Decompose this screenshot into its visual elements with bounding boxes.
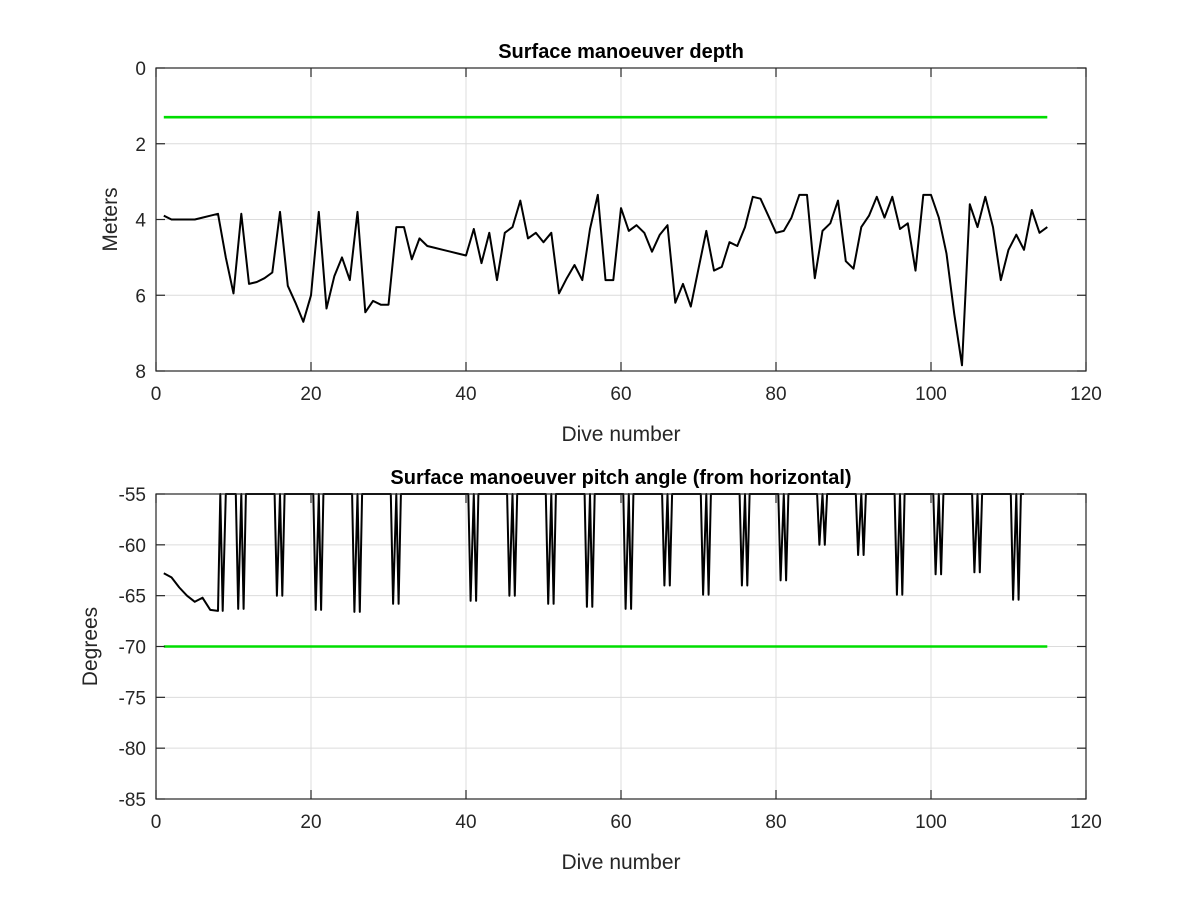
depth-chart-grid xyxy=(156,68,1086,371)
depth-chart-title: Surface manoeuver depth xyxy=(498,41,744,63)
pitch-chart-ticks: 0 20 40 60 80 100 120 -55 -60 -65 -70 -75 -80 -85 xyxy=(119,485,1102,833)
depth-chart-series xyxy=(163,115,1048,367)
pitch-chart-y-tick-label: -70 xyxy=(119,638,146,659)
depth-chart-x-axis-label: Dive number xyxy=(561,423,680,446)
pitch-chart-y-tick-label: -80 xyxy=(119,739,146,760)
pitch-chart-y-tick-label: -85 xyxy=(119,790,146,811)
pitch-chart-y-tick-label: -75 xyxy=(119,688,146,709)
pitch-chart: 0 20 40 60 80 100 120 -55 -60 -65 -70 -75 -80 -85 Sur… xyxy=(79,467,1102,874)
pitch-chart-data-line xyxy=(163,493,1024,613)
pitch-chart-x-axis-label: Dive number xyxy=(561,851,680,874)
depth-chart-x-tick-label: 0 xyxy=(151,384,162,405)
depth-chart-x-tick-label: 80 xyxy=(765,384,786,405)
depth-chart-y-tick-label: 0 xyxy=(135,59,146,80)
pitch-chart-x-tick-label: 100 xyxy=(915,812,947,833)
pitch-chart-series xyxy=(163,493,1048,648)
pitch-chart-x-tick-label: 80 xyxy=(765,812,786,833)
pitch-chart-y-tick-label: -55 xyxy=(119,485,146,506)
pitch-chart-x-tick-label: 0 xyxy=(151,812,162,833)
depth-chart-x-tick-label: 100 xyxy=(915,384,947,405)
pitch-chart-title: Surface manoeuver pitch angle (from hori… xyxy=(390,467,851,489)
depth-chart-ticks: 0 20 40 60 80 100 120 0 2 4 6 8 xyxy=(135,59,1101,405)
pitch-chart-x-tick-label: 120 xyxy=(1070,812,1102,833)
depth-chart: 0 20 40 60 80 100 120 0 2 4 6 8 Surface manoeuver d… xyxy=(99,41,1102,446)
depth-chart-x-tick-label: 20 xyxy=(300,384,321,405)
depth-chart-y-tick-label: 6 xyxy=(135,286,146,307)
depth-chart-y-tick-label: 8 xyxy=(135,362,146,383)
depth-chart-y-axis-label: Meters xyxy=(99,187,122,251)
pitch-chart-x-tick-label: 20 xyxy=(300,812,321,833)
pitch-chart-y-axis-label: Degrees xyxy=(79,607,102,686)
depth-chart-data-line xyxy=(163,193,1048,367)
depth-chart-x-tick-label: 120 xyxy=(1070,384,1102,405)
pitch-chart-x-tick-label: 40 xyxy=(455,812,476,833)
depth-chart-y-tick-label: 2 xyxy=(135,135,146,156)
pitch-chart-x-tick-label: 60 xyxy=(610,812,631,833)
pitch-chart-y-tick-label: -65 xyxy=(119,587,146,608)
depth-chart-x-tick-label: 40 xyxy=(455,384,476,405)
depth-chart-x-tick-label: 60 xyxy=(610,384,631,405)
pitch-chart-y-tick-label: -60 xyxy=(119,536,146,557)
depth-chart-y-tick-label: 4 xyxy=(135,211,146,232)
